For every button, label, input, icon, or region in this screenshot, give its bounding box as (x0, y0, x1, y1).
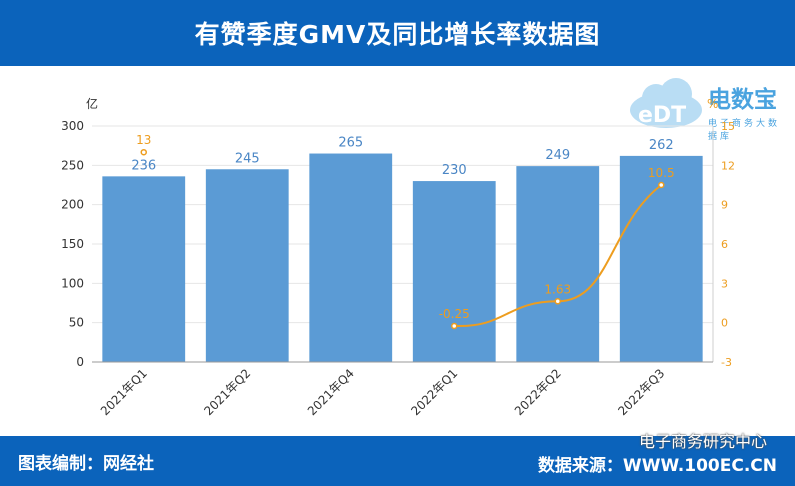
y-tick-label: 200 (61, 198, 84, 212)
bar (619, 155, 703, 362)
data-labels: 236 245 265 230 249 262 13 -0.25 1.63 10.5 (131, 133, 674, 321)
x-tick-label: 2022年Q2 (512, 366, 564, 418)
logo-brand: 电数宝 (708, 87, 777, 113)
y-tick-label: 0 (76, 355, 84, 369)
y2-tick-label: 0 (721, 317, 728, 330)
x-tick-label: 2021年Q1 (98, 366, 150, 418)
chart-footer: 图表编制：网经社 电子商务研究中心 数据来源：WWW.100EC.CN (0, 432, 795, 486)
y2-tick-label: -3 (721, 356, 732, 369)
watermark-text: 电子商务研究中心 (638, 432, 767, 451)
growth-value-label: 1.63 (544, 282, 571, 296)
bar (309, 153, 393, 362)
y2-axis-unit: % (707, 97, 718, 111)
logo-mark: eDT (638, 103, 686, 128)
bar (205, 169, 289, 362)
x-tick-label: 2021年Q2 (201, 366, 253, 418)
y-tick-label: 50 (69, 316, 84, 330)
bar-value-label: 230 (442, 163, 467, 178)
growth-value-label: -0.25 (439, 307, 470, 321)
bar-value-label: 249 (545, 148, 570, 163)
bar (412, 181, 496, 362)
bar-value-label: 262 (649, 138, 674, 153)
growth-point (554, 298, 561, 305)
y-axis-unit: 亿 (86, 96, 98, 111)
x-tick-label: 2021年Q4 (305, 366, 357, 418)
y2-tick-label: 9 (721, 199, 728, 212)
x-tick-label: 2022年Q3 (615, 366, 667, 418)
x-tick-label: 2022年Q1 (408, 366, 460, 418)
logo-sub: 电子商务大数据库 (708, 119, 781, 142)
chart-title: 有赞季度GMV及同比增长率数据图 (194, 20, 601, 49)
growth-point (658, 181, 665, 189)
y-tick-label: 250 (61, 158, 84, 172)
footer-source: 数据来源：WWW.100EC.CN (537, 456, 777, 476)
y-tick-label: 300 (61, 119, 84, 133)
chart-header: 有赞季度GMV及同比增长率数据图 (0, 0, 795, 66)
bar (516, 166, 600, 362)
bar-value-label: 265 (338, 136, 363, 151)
bar-value-label: 236 (131, 158, 156, 173)
bars (102, 153, 703, 362)
cloud-logo-icon: eDT (630, 78, 702, 128)
grid-lines (92, 125, 713, 324)
growth-point (451, 322, 458, 330)
y-tick-label: 150 (61, 237, 84, 251)
bar (102, 176, 186, 362)
y2-tick-label: 3 (721, 277, 728, 290)
growth-point (140, 148, 147, 156)
bar-value-label: 245 (235, 151, 260, 166)
growth-value-label: 13 (136, 133, 151, 147)
growth-line (140, 148, 665, 330)
chart-area: 0 50 100 150 200 250 300 -3 0 3 6 9 12 15 亿 % 2021年Q1 202… (61, 96, 735, 418)
y2-tick-label: 15 (721, 120, 735, 133)
y2-tick-label: 6 (721, 238, 728, 251)
logo: eDT 电数宝 电子商务大数据库 (626, 74, 791, 142)
y-tick-label: 100 (61, 276, 84, 290)
growth-value-label: 10.5 (648, 166, 675, 180)
y2-tick-label: 12 (721, 159, 735, 172)
footer-credit: 图表编制：网经社 (18, 454, 154, 474)
